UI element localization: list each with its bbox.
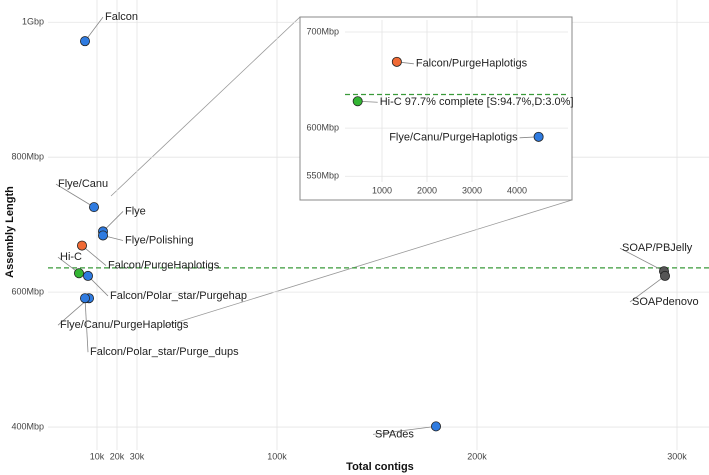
inset-connector: [164, 199, 573, 327]
x-tick-label: 10k: [90, 451, 105, 461]
x-tick-label: 30k: [130, 451, 145, 461]
point: [533, 131, 544, 142]
leader-line: [55, 183, 95, 208]
x-tick-label: 20k: [110, 451, 125, 461]
point-label: SOAP/PBJelly: [622, 242, 693, 254]
y-tick-label: 600Mbp: [306, 123, 339, 133]
point-label: Falcon: [105, 11, 138, 23]
point-label: Hi-C 97.7% complete [S:94.7%,D:3.0%]: [380, 96, 574, 108]
y-tick-label: 800Mbp: [11, 152, 44, 162]
point: [98, 230, 109, 241]
point-label: Falcon/PurgeHaplotigs: [108, 259, 220, 271]
point: [430, 421, 441, 432]
point: [80, 293, 91, 304]
point-label: SPAdes: [375, 428, 414, 440]
y-tick-label: 400Mbp: [11, 421, 44, 431]
point: [391, 56, 402, 67]
inset-connector: [110, 16, 301, 197]
point: [660, 270, 671, 281]
y-axis-title: Assembly Length: [4, 186, 16, 278]
point-label: Falcon/PurgeHaplotigs: [416, 58, 528, 70]
leader-line: [372, 425, 437, 435]
inset-box: [299, 16, 573, 201]
point-label: Hi-C: [60, 251, 82, 263]
x-axis-title: Total contigs: [346, 461, 414, 473]
point: [89, 202, 100, 213]
y-tick-label: 1Gbp: [22, 17, 44, 27]
point-label: Falcon/Polar_star/Purgehap: [110, 290, 247, 302]
y-tick-label: 600Mbp: [11, 287, 44, 297]
x-tick-label: 1000: [372, 185, 392, 195]
x-tick-label: 100k: [267, 451, 287, 461]
point-label: Falcon/Polar_star/Purge_dups: [90, 346, 239, 358]
leader-line: [84, 298, 89, 353]
y-tick-label: 700Mbp: [306, 26, 339, 36]
point-label: SOAPdenovo: [632, 296, 699, 308]
x-tick-label: 300k: [667, 451, 687, 461]
inset-plot: 1000 2000 3000 4000 550Mbp 600Mbp 700Mbp Falcon…: [306, 20, 574, 195]
point-label: Flye/Canu: [58, 178, 108, 190]
point-label: Flye/Canu/PurgeHaplotigs: [389, 132, 518, 144]
point: [352, 96, 363, 107]
point: [80, 36, 91, 47]
x-tick-label: 200k: [467, 451, 487, 461]
leader-line: [84, 16, 104, 42]
x-tick-label: 2000: [417, 185, 437, 195]
point: [77, 240, 88, 251]
y-tick-label: 550Mbp: [306, 171, 339, 181]
leader-line: [81, 245, 107, 266]
point-label: Flye/Polishing: [125, 234, 193, 246]
point-label: Flye/Canu/PurgeHaplotigs: [60, 319, 189, 331]
leader-line: [629, 275, 666, 303]
point: [83, 270, 94, 281]
leader-line: [619, 247, 665, 272]
x-tick-label: 3000: [462, 185, 482, 195]
point-label: Flye: [125, 205, 146, 217]
point: [74, 268, 85, 279]
x-tick-label: 4000: [507, 185, 527, 195]
